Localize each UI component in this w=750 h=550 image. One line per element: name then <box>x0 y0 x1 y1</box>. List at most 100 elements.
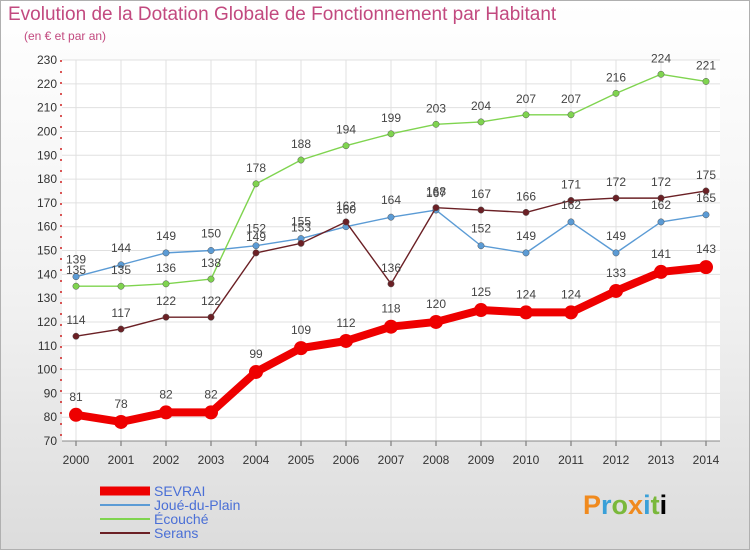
data-label: 136 <box>381 261 401 275</box>
data-label: 188 <box>291 137 311 151</box>
data-label: 117 <box>111 306 130 320</box>
data-label: 139 <box>66 253 86 267</box>
chart-title: Evolution de la Dotation Globale de Fonc… <box>8 4 557 25</box>
data-label: 81 <box>69 390 83 404</box>
data-point <box>612 194 620 202</box>
data-point <box>72 332 80 340</box>
data-label: 122 <box>156 294 176 308</box>
data-label: 194 <box>336 123 356 137</box>
data-label: 149 <box>606 229 626 243</box>
data-point <box>432 120 440 128</box>
data-label: 149 <box>246 230 266 244</box>
y-tick-label: 200 <box>37 124 57 138</box>
data-label: 168 <box>426 185 446 199</box>
data-label: 167 <box>426 186 446 200</box>
data-point <box>609 283 623 298</box>
data-point <box>612 89 620 97</box>
legend-label: Joué-du-Plain <box>154 497 240 513</box>
y-tick-label: 190 <box>37 148 57 162</box>
data-label: 166 <box>516 189 536 203</box>
x-tick-label: 2014 <box>693 453 720 467</box>
data-point <box>114 414 128 429</box>
data-label: 153 <box>291 220 311 234</box>
data-label: 171 <box>561 177 581 191</box>
x-tick-label: 2008 <box>423 453 450 467</box>
data-point <box>342 142 350 150</box>
y-tick-label: 100 <box>37 363 57 377</box>
data-point <box>252 249 260 257</box>
data-label: 162 <box>651 198 671 212</box>
data-point <box>117 325 125 333</box>
data-point <box>522 208 530 216</box>
x-tick-label: 2003 <box>198 453 225 467</box>
data-label: 172 <box>651 175 671 189</box>
data-point <box>384 319 398 334</box>
data-point <box>117 282 125 290</box>
x-tick-label: 2006 <box>333 453 360 467</box>
data-point <box>207 275 215 283</box>
data-point <box>159 405 173 420</box>
data-label: 78 <box>114 397 128 411</box>
data-point <box>477 206 485 214</box>
y-tick-label: 110 <box>38 339 57 353</box>
data-point <box>339 333 353 348</box>
data-label: 122 <box>201 294 221 308</box>
data-label: 167 <box>471 187 491 201</box>
data-point <box>69 407 83 422</box>
data-label: 203 <box>426 101 446 115</box>
data-label: 82 <box>204 387 218 401</box>
data-label: 162 <box>561 198 581 212</box>
data-label: 164 <box>381 193 401 207</box>
x-tick-label: 2004 <box>243 453 270 467</box>
y-tick-label: 220 <box>37 77 57 91</box>
x-tick-label: 2012 <box>603 453 630 467</box>
data-label: 114 <box>66 313 85 327</box>
y-tick-label: 150 <box>37 244 57 258</box>
data-point <box>297 239 305 247</box>
data-point <box>207 247 215 254</box>
data-point <box>252 242 260 250</box>
data-label: 216 <box>606 70 626 84</box>
data-label: 135 <box>66 263 86 277</box>
legend-label: Écouché <box>154 511 209 527</box>
data-label: 155 <box>291 215 311 229</box>
y-tick-label: 120 <box>37 315 57 329</box>
data-label: 204 <box>471 99 491 113</box>
data-point <box>207 313 215 321</box>
data-label: 149 <box>156 229 176 243</box>
data-label: 160 <box>336 203 356 217</box>
data-point <box>522 249 530 257</box>
y-tick-label: 180 <box>37 172 57 186</box>
data-label: 175 <box>696 168 716 182</box>
data-point <box>249 364 263 379</box>
data-point <box>702 211 710 219</box>
x-tick-label: 2000 <box>63 453 90 467</box>
y-tick-label: 230 <box>37 53 57 67</box>
y-tick-label: 70 <box>44 434 58 448</box>
data-label: 149 <box>516 229 536 243</box>
x-tick-label: 2002 <box>153 453 180 467</box>
data-label: 165 <box>696 191 716 205</box>
data-point <box>342 218 350 226</box>
x-tick-label: 2007 <box>378 453 405 467</box>
y-tick-label: 210 <box>37 101 57 115</box>
data-label: 135 <box>111 263 131 277</box>
data-point <box>612 249 620 257</box>
data-label: 150 <box>201 227 221 241</box>
data-label: 141 <box>651 247 671 261</box>
data-point <box>432 204 440 212</box>
data-label: 221 <box>696 58 716 72</box>
data-label: 120 <box>426 297 446 311</box>
data-point <box>474 303 488 318</box>
data-label: 124 <box>561 287 581 301</box>
x-tick-label: 2005 <box>288 453 315 467</box>
data-label: 99 <box>249 347 263 361</box>
y-tick-label: 160 <box>37 220 57 234</box>
data-label: 224 <box>651 51 671 65</box>
y-tick-label: 90 <box>44 386 58 400</box>
y-tick-label: 130 <box>37 291 57 305</box>
data-point <box>657 218 665 226</box>
legend-label: Serans <box>154 525 198 541</box>
data-label: 109 <box>291 323 311 337</box>
